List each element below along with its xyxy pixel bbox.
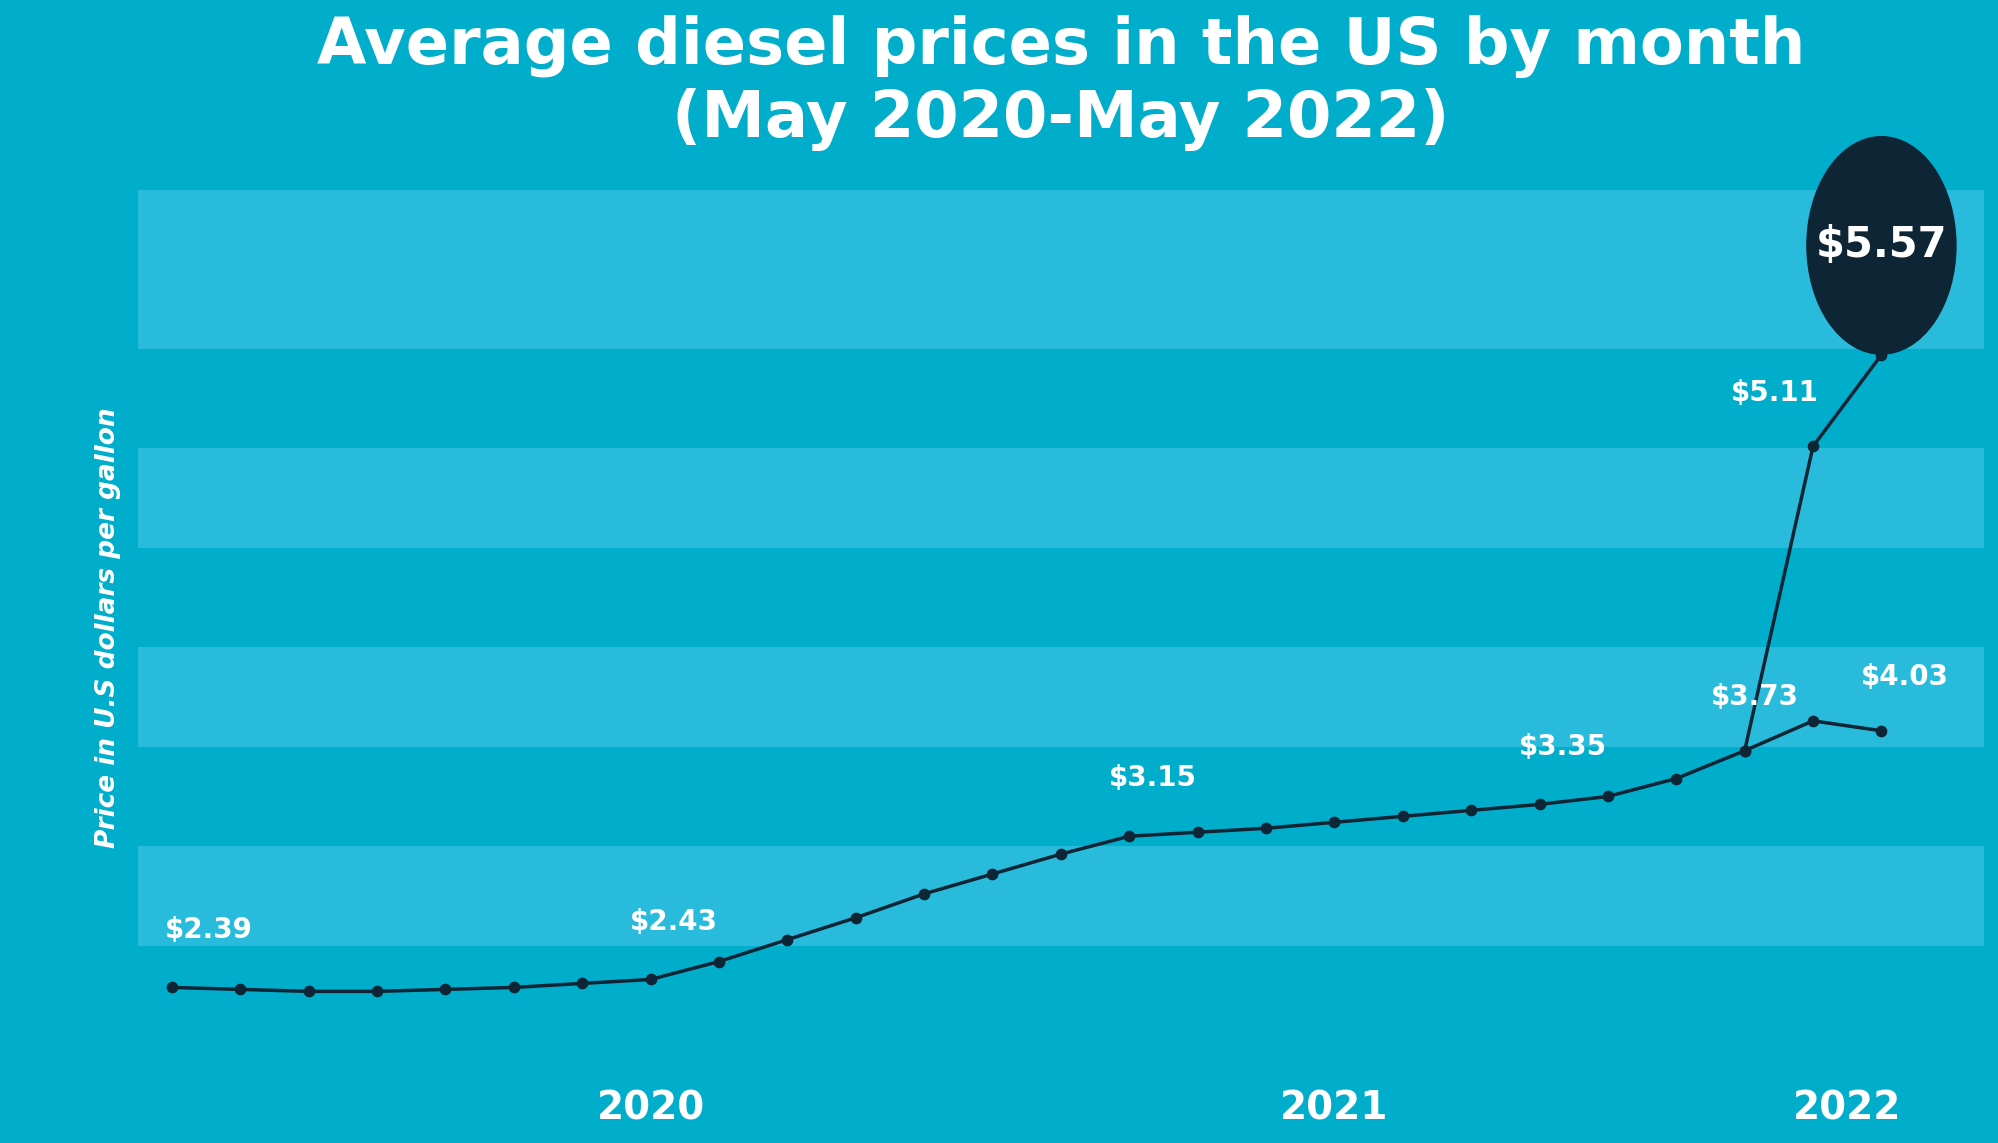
Point — [1319, 813, 1351, 831]
Point — [1796, 437, 1828, 455]
Point — [1864, 721, 1896, 740]
Point — [1113, 828, 1145, 846]
Bar — [138, 448, 1982, 547]
Point — [224, 981, 256, 999]
Bar — [138, 190, 1982, 349]
Point — [1864, 345, 1896, 363]
Point — [1181, 823, 1213, 841]
Text: $4.03: $4.03 — [1860, 663, 1948, 692]
Text: $5.57: $5.57 — [1814, 224, 1946, 266]
Bar — [138, 846, 1982, 945]
Point — [1590, 788, 1622, 806]
Point — [156, 978, 188, 997]
Text: $2.43: $2.43 — [629, 908, 717, 936]
Point — [703, 952, 735, 970]
Point — [975, 865, 1007, 884]
Point — [1455, 801, 1487, 820]
Point — [1796, 712, 1828, 730]
Text: $2.39: $2.39 — [166, 916, 252, 944]
Point — [907, 885, 939, 903]
Ellipse shape — [1806, 136, 1956, 354]
Bar — [138, 746, 1982, 846]
Point — [430, 981, 462, 999]
Point — [1249, 820, 1281, 838]
Point — [1660, 769, 1692, 788]
Title: Average diesel prices in the US by month
(May 2020-May 2022): Average diesel prices in the US by month… — [316, 15, 1804, 151]
Y-axis label: Price in U.S dollars per gallon: Price in U.S dollars per gallon — [96, 407, 122, 848]
Text: $5.11: $5.11 — [1730, 378, 1818, 407]
Text: $3.35: $3.35 — [1518, 733, 1606, 760]
Point — [771, 930, 803, 949]
Bar — [138, 945, 1982, 1065]
Point — [1728, 742, 1760, 760]
Bar — [138, 647, 1982, 746]
Text: $3.15: $3.15 — [1109, 765, 1197, 792]
Point — [1728, 742, 1760, 760]
Point — [292, 982, 324, 1000]
Point — [1387, 807, 1419, 825]
Point — [839, 909, 871, 927]
Bar — [138, 349, 1982, 448]
Point — [1045, 845, 1077, 863]
Point — [498, 978, 529, 997]
Point — [362, 982, 394, 1000]
Bar — [138, 547, 1982, 647]
Point — [1522, 796, 1554, 814]
Point — [633, 970, 665, 989]
Text: $3.73: $3.73 — [1710, 682, 1798, 711]
Point — [565, 974, 597, 992]
